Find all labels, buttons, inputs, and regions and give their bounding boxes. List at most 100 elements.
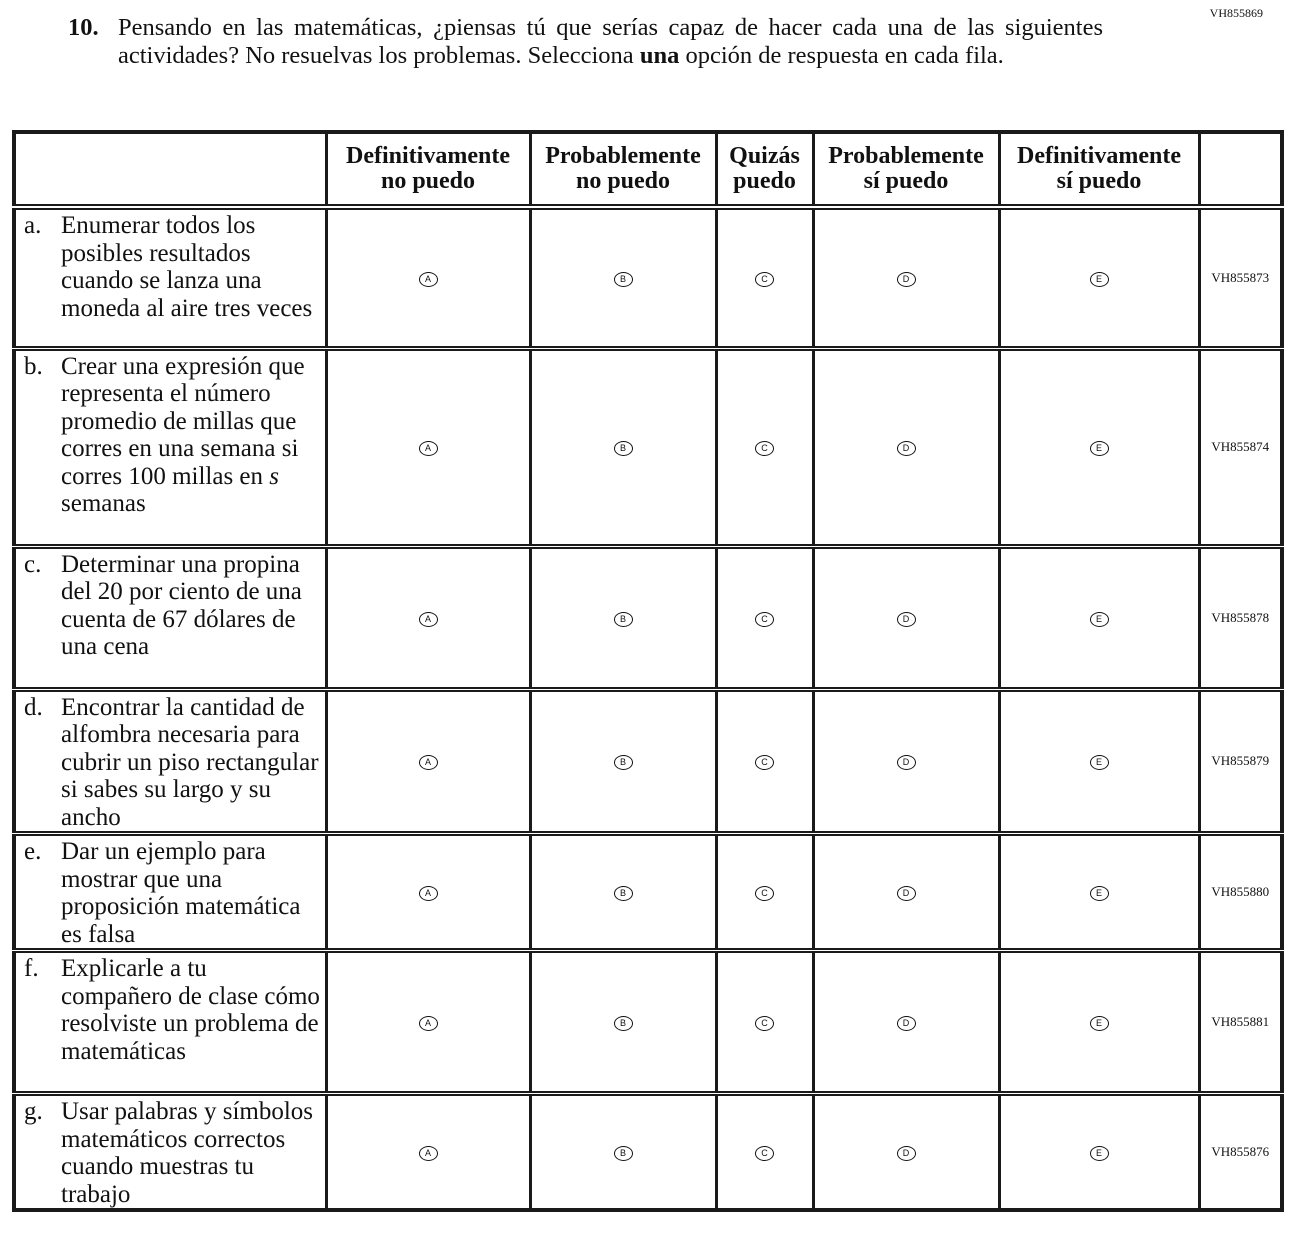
- item-statement: g. Usar palabras y símbolos matemáticos c…: [12, 1091, 328, 1212]
- column-header: Definitivamente no puedo: [324, 130, 532, 210]
- item-letter: b.: [24, 352, 43, 380]
- option-bubble-d[interactable]: D: [896, 1016, 916, 1031]
- option-cell: A: [324, 204, 532, 350]
- item-statement: a. Enumerar todos los posibles resultados…: [12, 204, 328, 350]
- option-bubble-c[interactable]: C: [755, 441, 774, 456]
- option-cell: D: [811, 1091, 1001, 1212]
- option-cell: B: [528, 543, 718, 691]
- item-letter: c.: [24, 550, 42, 578]
- option-bubble-e[interactable]: E: [1089, 611, 1109, 627]
- option-bubble-a[interactable]: A: [418, 755, 438, 771]
- option-bubble-b[interactable]: B: [613, 886, 633, 901]
- item-text: Crear una expresión que representa el nú…: [61, 352, 305, 490]
- option-bubble-a[interactable]: A: [418, 1146, 438, 1161]
- option-bubble-c[interactable]: C: [755, 611, 774, 627]
- option-bubble-d[interactable]: D: [896, 441, 916, 456]
- option-cell: C: [714, 831, 815, 952]
- option-cell: C: [714, 204, 815, 350]
- item-text: Dar un ejemplo para mostrar que una prop…: [61, 838, 301, 948]
- item-text: Explicarle a tu compañero de clase cómo …: [61, 955, 320, 1065]
- option-cell: A: [324, 543, 532, 691]
- option-bubble-e[interactable]: E: [1089, 1146, 1109, 1161]
- option-bubble-d[interactable]: D: [896, 1146, 916, 1161]
- column-header: Probablemente sí puedo: [811, 130, 1001, 210]
- option-bubble-d[interactable]: D: [896, 611, 916, 627]
- table-row: a. Enumerar todos los posibles resultados…: [12, 204, 1284, 350]
- option-bubble-d[interactable]: D: [896, 271, 916, 287]
- option-bubble-c[interactable]: C: [755, 1146, 774, 1161]
- item-code: VH855878: [1197, 543, 1284, 691]
- item-statement: c. Determinar una propina del 20 por cien…: [12, 543, 328, 691]
- option-bubble-e[interactable]: E: [1089, 755, 1109, 771]
- option-cell: D: [811, 543, 1001, 691]
- option-bubble-d[interactable]: D: [896, 886, 916, 901]
- option-cell: D: [811, 948, 1001, 1095]
- item-code: VH855874: [1197, 345, 1284, 548]
- option-bubble-b[interactable]: B: [613, 441, 633, 456]
- option-bubble-c[interactable]: C: [755, 1016, 774, 1031]
- item-text: Enumerar todos los posibles resultados c…: [61, 212, 313, 322]
- option-cell: B: [528, 948, 718, 1095]
- column-header-line2: puedo: [733, 168, 796, 194]
- option-bubble-b[interactable]: B: [613, 1016, 633, 1031]
- option-bubble-a[interactable]: A: [418, 441, 438, 456]
- column-header-line2: no puedo: [575, 168, 671, 194]
- option-bubble-a[interactable]: A: [418, 886, 438, 901]
- option-cell: E: [997, 204, 1201, 350]
- question-prompt: 10. Pensando en las matemáticas, ¿piensa…: [68, 14, 1103, 70]
- option-bubble-e[interactable]: E: [1089, 1016, 1109, 1031]
- item-text-end: semanas: [61, 490, 146, 517]
- option-bubble-e[interactable]: E: [1089, 886, 1109, 901]
- option-bubble-c[interactable]: C: [755, 271, 774, 287]
- option-cell: D: [811, 345, 1001, 548]
- header-blank: [12, 130, 328, 210]
- option-bubble-e[interactable]: E: [1089, 271, 1109, 287]
- table-row: e. Dar un ejemplo para mostrar que una pr…: [12, 831, 1284, 952]
- question-emphasis: una: [639, 42, 680, 69]
- option-cell: C: [714, 948, 815, 1095]
- column-header-line1: Probablemente: [828, 143, 984, 169]
- item-code: VH855876: [1197, 1091, 1284, 1212]
- column-header: Quizás puedo: [714, 130, 815, 210]
- item-code: VH855873: [1197, 204, 1284, 350]
- option-bubble-a[interactable]: A: [418, 611, 438, 627]
- option-bubble-d[interactable]: D: [896, 755, 916, 771]
- item-text: Determinar una propina del 20 por ciento…: [61, 550, 302, 661]
- response-grid: Definitivamente no puedo Probablemente no p…: [12, 130, 1284, 1212]
- item-text: Usar palabras y símbolos matemáticos cor…: [61, 1098, 314, 1208]
- option-cell: E: [997, 345, 1201, 548]
- option-bubble-c[interactable]: C: [755, 755, 774, 771]
- option-cell: A: [324, 948, 532, 1095]
- option-cell: C: [714, 1091, 815, 1212]
- option-bubble-b[interactable]: B: [613, 1146, 633, 1161]
- table-row: b. Crear una expresión que representa el …: [12, 345, 1284, 548]
- item-code: VH855880: [1197, 831, 1284, 952]
- column-header-line2: sí puedo: [1056, 168, 1142, 194]
- item-code: VH855879: [1197, 686, 1284, 835]
- option-bubble-b[interactable]: B: [613, 755, 633, 771]
- item-letter: g.: [24, 1098, 43, 1125]
- column-header: Definitivamente sí puedo: [997, 130, 1201, 210]
- option-bubble-b[interactable]: B: [613, 271, 633, 287]
- option-bubble-b[interactable]: B: [613, 611, 633, 627]
- option-bubble-a[interactable]: A: [418, 1016, 438, 1031]
- item-text-wrap: Encontrar la cantidad de alfombra necesa…: [61, 694, 321, 832]
- column-header: Probablemente no puedo: [528, 130, 718, 210]
- item-text-wrap: Crear una expresión que representa el nú…: [61, 353, 321, 518]
- option-cell: E: [997, 543, 1201, 691]
- option-cell: C: [714, 543, 815, 691]
- column-header-line1: Definitivamente: [346, 143, 510, 169]
- item-text-wrap: Explicarle a tu compañero de clase cómo …: [61, 955, 321, 1065]
- option-bubble-c[interactable]: C: [755, 886, 774, 901]
- option-cell: E: [997, 686, 1201, 835]
- option-cell: B: [528, 1091, 718, 1212]
- option-bubble-e[interactable]: E: [1089, 441, 1109, 456]
- option-cell: B: [528, 831, 718, 952]
- column-header-line1: Quizás: [729, 143, 800, 169]
- column-header-line2: no puedo: [380, 168, 476, 194]
- option-cell: C: [714, 345, 815, 548]
- question-number: 10.: [68, 14, 99, 41]
- option-cell: E: [997, 948, 1201, 1095]
- option-bubble-a[interactable]: A: [418, 271, 438, 287]
- table-row: f. Explicarle a tu compañero de clase cóm…: [12, 948, 1284, 1095]
